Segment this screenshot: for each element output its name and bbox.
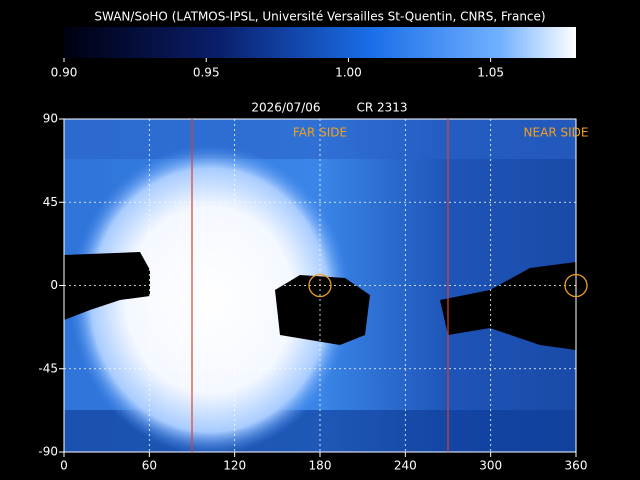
x-tick-label: 120 [223,459,246,473]
x-tick-label: 0 [60,459,68,473]
plot-frame [63,118,577,453]
colorbar-tick-label: 0.95 [193,66,220,80]
marker [308,273,332,298]
x-tick-label: 60 [142,459,157,473]
y-tick-label: 0 [50,278,58,292]
rotation: CR 2313 [356,101,407,115]
marker [564,273,588,298]
y-tick-label: 45 [43,195,58,209]
colorbar-tick-label: 0.90 [51,66,78,80]
marker-label: FAR SIDE [293,126,347,140]
y-tick-label: 90 [43,112,58,126]
x-tick-label: 300 [479,459,502,473]
y-tick-label: -90 [38,445,58,459]
date: 2026/07/06 [251,101,320,115]
marker-label: NEAR SIDE [524,126,589,140]
x-tick-label: 180 [309,459,332,473]
x-tick-label: 240 [394,459,417,473]
colorbar-tick-label: 1.00 [335,66,362,80]
y-tick-label: -45 [38,361,58,375]
x-tick-label: 360 [565,459,588,473]
colorbar-tick-label: 1.05 [477,66,504,80]
colorbar [64,27,576,58]
title: SWAN/SoHO (LATMOS-IPSL, Université Versa… [94,10,545,24]
